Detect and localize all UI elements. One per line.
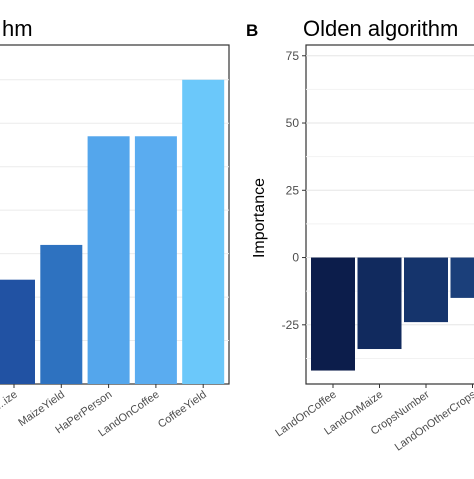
panel-b-y-tick-label: 0 [292,251,299,265]
panel-a-title: hm [2,16,33,41]
panel-a-bar [88,136,130,384]
panel-b-label: B [246,21,258,40]
panel-b-title: Olden algorithm [303,16,458,41]
panel-b-y-tick-labels: -25 0 25 50 75 [282,49,306,332]
panel-b-bar [358,258,402,349]
panel-a-x-tick-label: ...ize [0,389,20,412]
panel-b-y-tick-label: 25 [286,183,300,197]
panel-b: -25 0 25 50 75 LandOnCoffeeLandOnMaizeCropsN… [246,16,474,454]
panel-b-y-axis-label: Importance [251,178,268,258]
panel-b-y-tick-label: -25 [282,318,300,332]
panel-b-bar [451,258,474,298]
panel-a-x-tick-labels: ...izeMaizeYieldHaPerPersonLandOnCoffeeC… [0,384,209,439]
panel-b-bar [404,258,448,323]
panel-b-bar [311,258,355,371]
panel-b-x-tick-labels: LandOnCoffeeLandOnMaizeCropsNumberLandOn… [273,384,474,454]
panel-a-bar [40,245,82,384]
panel-a-bar [0,280,35,384]
panel-a: ...izeMaizeYieldHaPerPersonLandOnCoffeeC… [0,16,229,439]
panel-b-x-tick-label: LandOnOtherCrops [393,388,474,453]
panel-b-y-tick-label: 50 [286,116,300,130]
panel-b-y-tick-label: 75 [286,49,300,63]
panel-a-bar [182,80,224,384]
panel-a-x-tick-label: CoffeeYield [156,389,209,431]
panel-a-bar [135,136,177,384]
